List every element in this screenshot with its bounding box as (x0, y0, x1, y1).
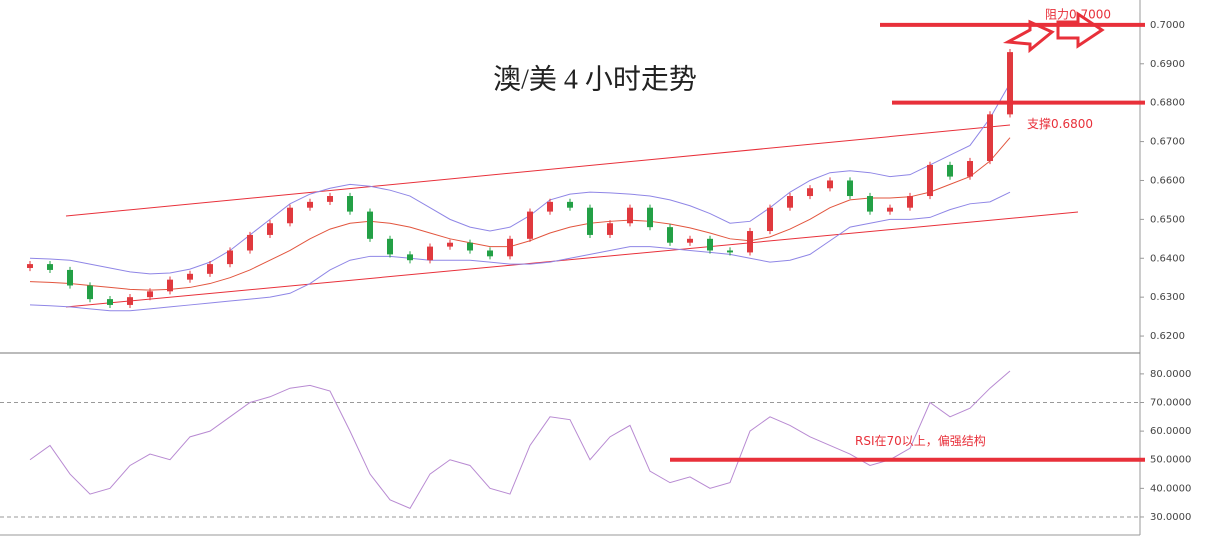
candle-body (967, 161, 973, 177)
band-line (29, 191, 1011, 312)
y-tick-label: 60.0000 (1150, 426, 1191, 437)
candle-body (307, 201, 313, 208)
candle-body (827, 180, 833, 189)
candle-body (727, 250, 733, 253)
level-label: 阻力0.7000 (1045, 7, 1111, 21)
y-tick-label: 0.6300 (1150, 292, 1185, 303)
candle-body (367, 211, 373, 239)
candle-body (327, 196, 333, 202)
y-tick-label: 0.6700 (1150, 137, 1185, 148)
candle-body (847, 180, 853, 197)
candle-body (67, 269, 73, 286)
candle-body (207, 264, 213, 274)
candle-body (87, 285, 93, 300)
level-label: RSI在70以上，偏强结构 (855, 433, 986, 448)
candle-body (687, 238, 693, 243)
candle-body (187, 273, 193, 280)
y-tick-label: 30.0000 (1150, 512, 1191, 523)
candle-body (767, 207, 773, 232)
y-tick-label: 0.6800 (1150, 98, 1185, 109)
candle-body (27, 264, 33, 268)
candle-body (227, 250, 233, 265)
y-tick-label: 70.0000 (1150, 398, 1191, 409)
candle-body (587, 207, 593, 235)
candle-body (627, 207, 633, 224)
candle-body (527, 211, 533, 239)
candle-body (287, 207, 293, 224)
candle-body (607, 223, 613, 235)
band-line (29, 82, 1011, 275)
candle-body (487, 250, 493, 257)
candle-body (887, 207, 893, 212)
candle-body (907, 196, 913, 208)
candle-body (787, 196, 793, 208)
candle-body (407, 254, 413, 261)
arrow-icon (1002, 19, 1055, 54)
candle-body (127, 297, 133, 305)
candle-body (247, 234, 253, 251)
candle-body (667, 227, 673, 243)
y-tick-label: 40.0000 (1150, 483, 1191, 494)
candle-body (387, 238, 393, 255)
candle-body (467, 242, 473, 251)
candle-body (427, 246, 433, 261)
y-tick-label: 0.6200 (1150, 331, 1185, 342)
candle-body (947, 164, 953, 177)
y-tick-label: 0.6400 (1150, 253, 1185, 264)
candle-body (507, 238, 513, 257)
candle-body (567, 201, 573, 208)
rsi-line (29, 370, 1011, 510)
candle-body (927, 164, 933, 197)
candle-body (47, 264, 53, 270)
y-tick-label: 0.6900 (1150, 59, 1185, 70)
y-tick-label: 80.0000 (1150, 369, 1191, 380)
candle-body (347, 196, 353, 212)
candle-body (707, 238, 713, 251)
level-label: 支撑0.6800 (1027, 116, 1093, 131)
candle-body (987, 114, 993, 162)
candle-body (547, 201, 553, 212)
y-tick-label: 50.0000 (1150, 455, 1191, 466)
chart-title: 澳/美 4 小时走势 (493, 63, 697, 95)
candle-body (167, 279, 173, 292)
candle-body (807, 188, 813, 197)
y-tick-label: 0.6500 (1150, 214, 1185, 225)
candle-body (867, 196, 873, 212)
channel-line (65, 124, 1011, 217)
candle-body (647, 207, 653, 228)
channel-line (65, 211, 1079, 308)
candle-body (747, 231, 753, 253)
y-tick-label: 0.6600 (1150, 175, 1185, 186)
y-tick-label: 0.7000 (1150, 20, 1185, 31)
candle-body (267, 223, 273, 235)
candle-body (107, 299, 113, 305)
candle-body (447, 242, 453, 247)
candle-body (1007, 52, 1013, 115)
arrow-icon (1056, 11, 1105, 49)
band-line (29, 137, 1011, 291)
candle-body (147, 291, 153, 298)
